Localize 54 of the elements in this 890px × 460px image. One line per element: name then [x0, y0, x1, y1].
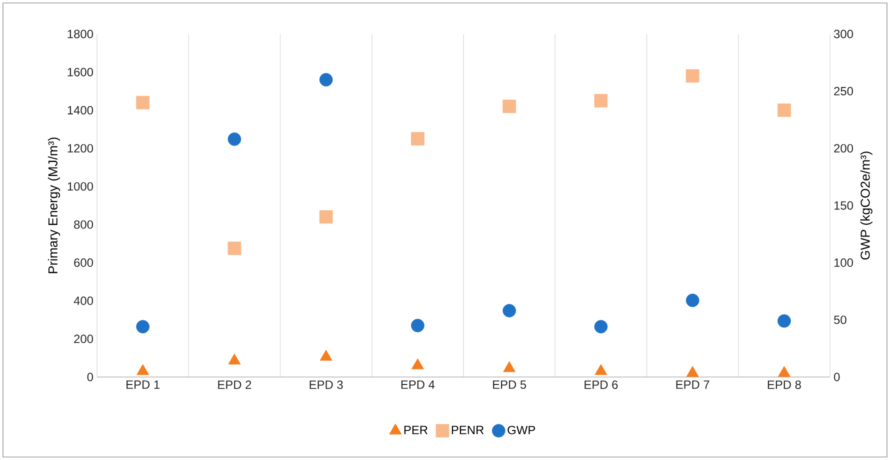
legend-label: PER [404, 426, 428, 434]
x-tick-label: EPD 5 [493, 380, 526, 389]
x-tick-label: EPD 4 [401, 380, 435, 389]
point [503, 361, 516, 372]
point [594, 94, 608, 108]
y-tick-label: 1200 [68, 144, 94, 153]
point [686, 366, 699, 377]
y2-tick-label: 250 [834, 86, 854, 96]
point [228, 132, 242, 146]
point [411, 358, 424, 370]
point [778, 104, 791, 117]
x-tick-label: EPD 7 [676, 380, 710, 389]
point [594, 364, 608, 375]
point [136, 320, 150, 334]
point [228, 242, 242, 256]
y-tick-label: 600 [74, 258, 94, 267]
y2-tick-label: 300 [834, 30, 854, 38]
point [319, 210, 333, 224]
point [228, 354, 241, 364]
point [778, 314, 791, 328]
point [594, 320, 608, 334]
y-tick-label: 1000 [68, 182, 94, 191]
x-tick-label: EPD 1 [126, 380, 160, 389]
x-tick-label: EPD 8 [768, 380, 801, 389]
y-axis-title: Primary Energy (MJ/m³) [48, 138, 60, 274]
point [136, 96, 150, 110]
y-tick-label: 0 [87, 372, 94, 382]
point [319, 73, 333, 86]
y2-tick-label: 150 [834, 201, 854, 210]
point [320, 350, 332, 361]
y2-axis-title: GWP (kgCO2e/m³) [860, 152, 872, 260]
legend-label: PENR [452, 426, 484, 434]
y-tick-label: 1800 [68, 30, 94, 38]
y-tick-label: 400 [74, 296, 94, 305]
y2-tick-label: 0 [834, 372, 840, 382]
point [778, 366, 790, 377]
y-tick-label: 200 [74, 334, 94, 344]
y2-tick-label: 200 [834, 144, 854, 153]
x-tick-label: EPD 6 [584, 380, 618, 389]
point [502, 304, 516, 318]
point [136, 364, 150, 375]
legend-label: GWP [508, 426, 536, 434]
y-tick-label: 1400 [68, 106, 94, 114]
y2-tick-label: 50 [834, 316, 846, 324]
y-tick-label: 1600 [68, 68, 94, 76]
x-tick-label: EPD 2 [218, 380, 252, 389]
point [502, 100, 516, 114]
point [686, 69, 700, 83]
y2-tick-label: 100 [834, 258, 854, 267]
point [411, 318, 424, 332]
point [686, 294, 700, 308]
point [411, 132, 424, 146]
y-tick-label: 800 [74, 220, 94, 229]
x-tick-label: EPD 3 [310, 380, 343, 389]
